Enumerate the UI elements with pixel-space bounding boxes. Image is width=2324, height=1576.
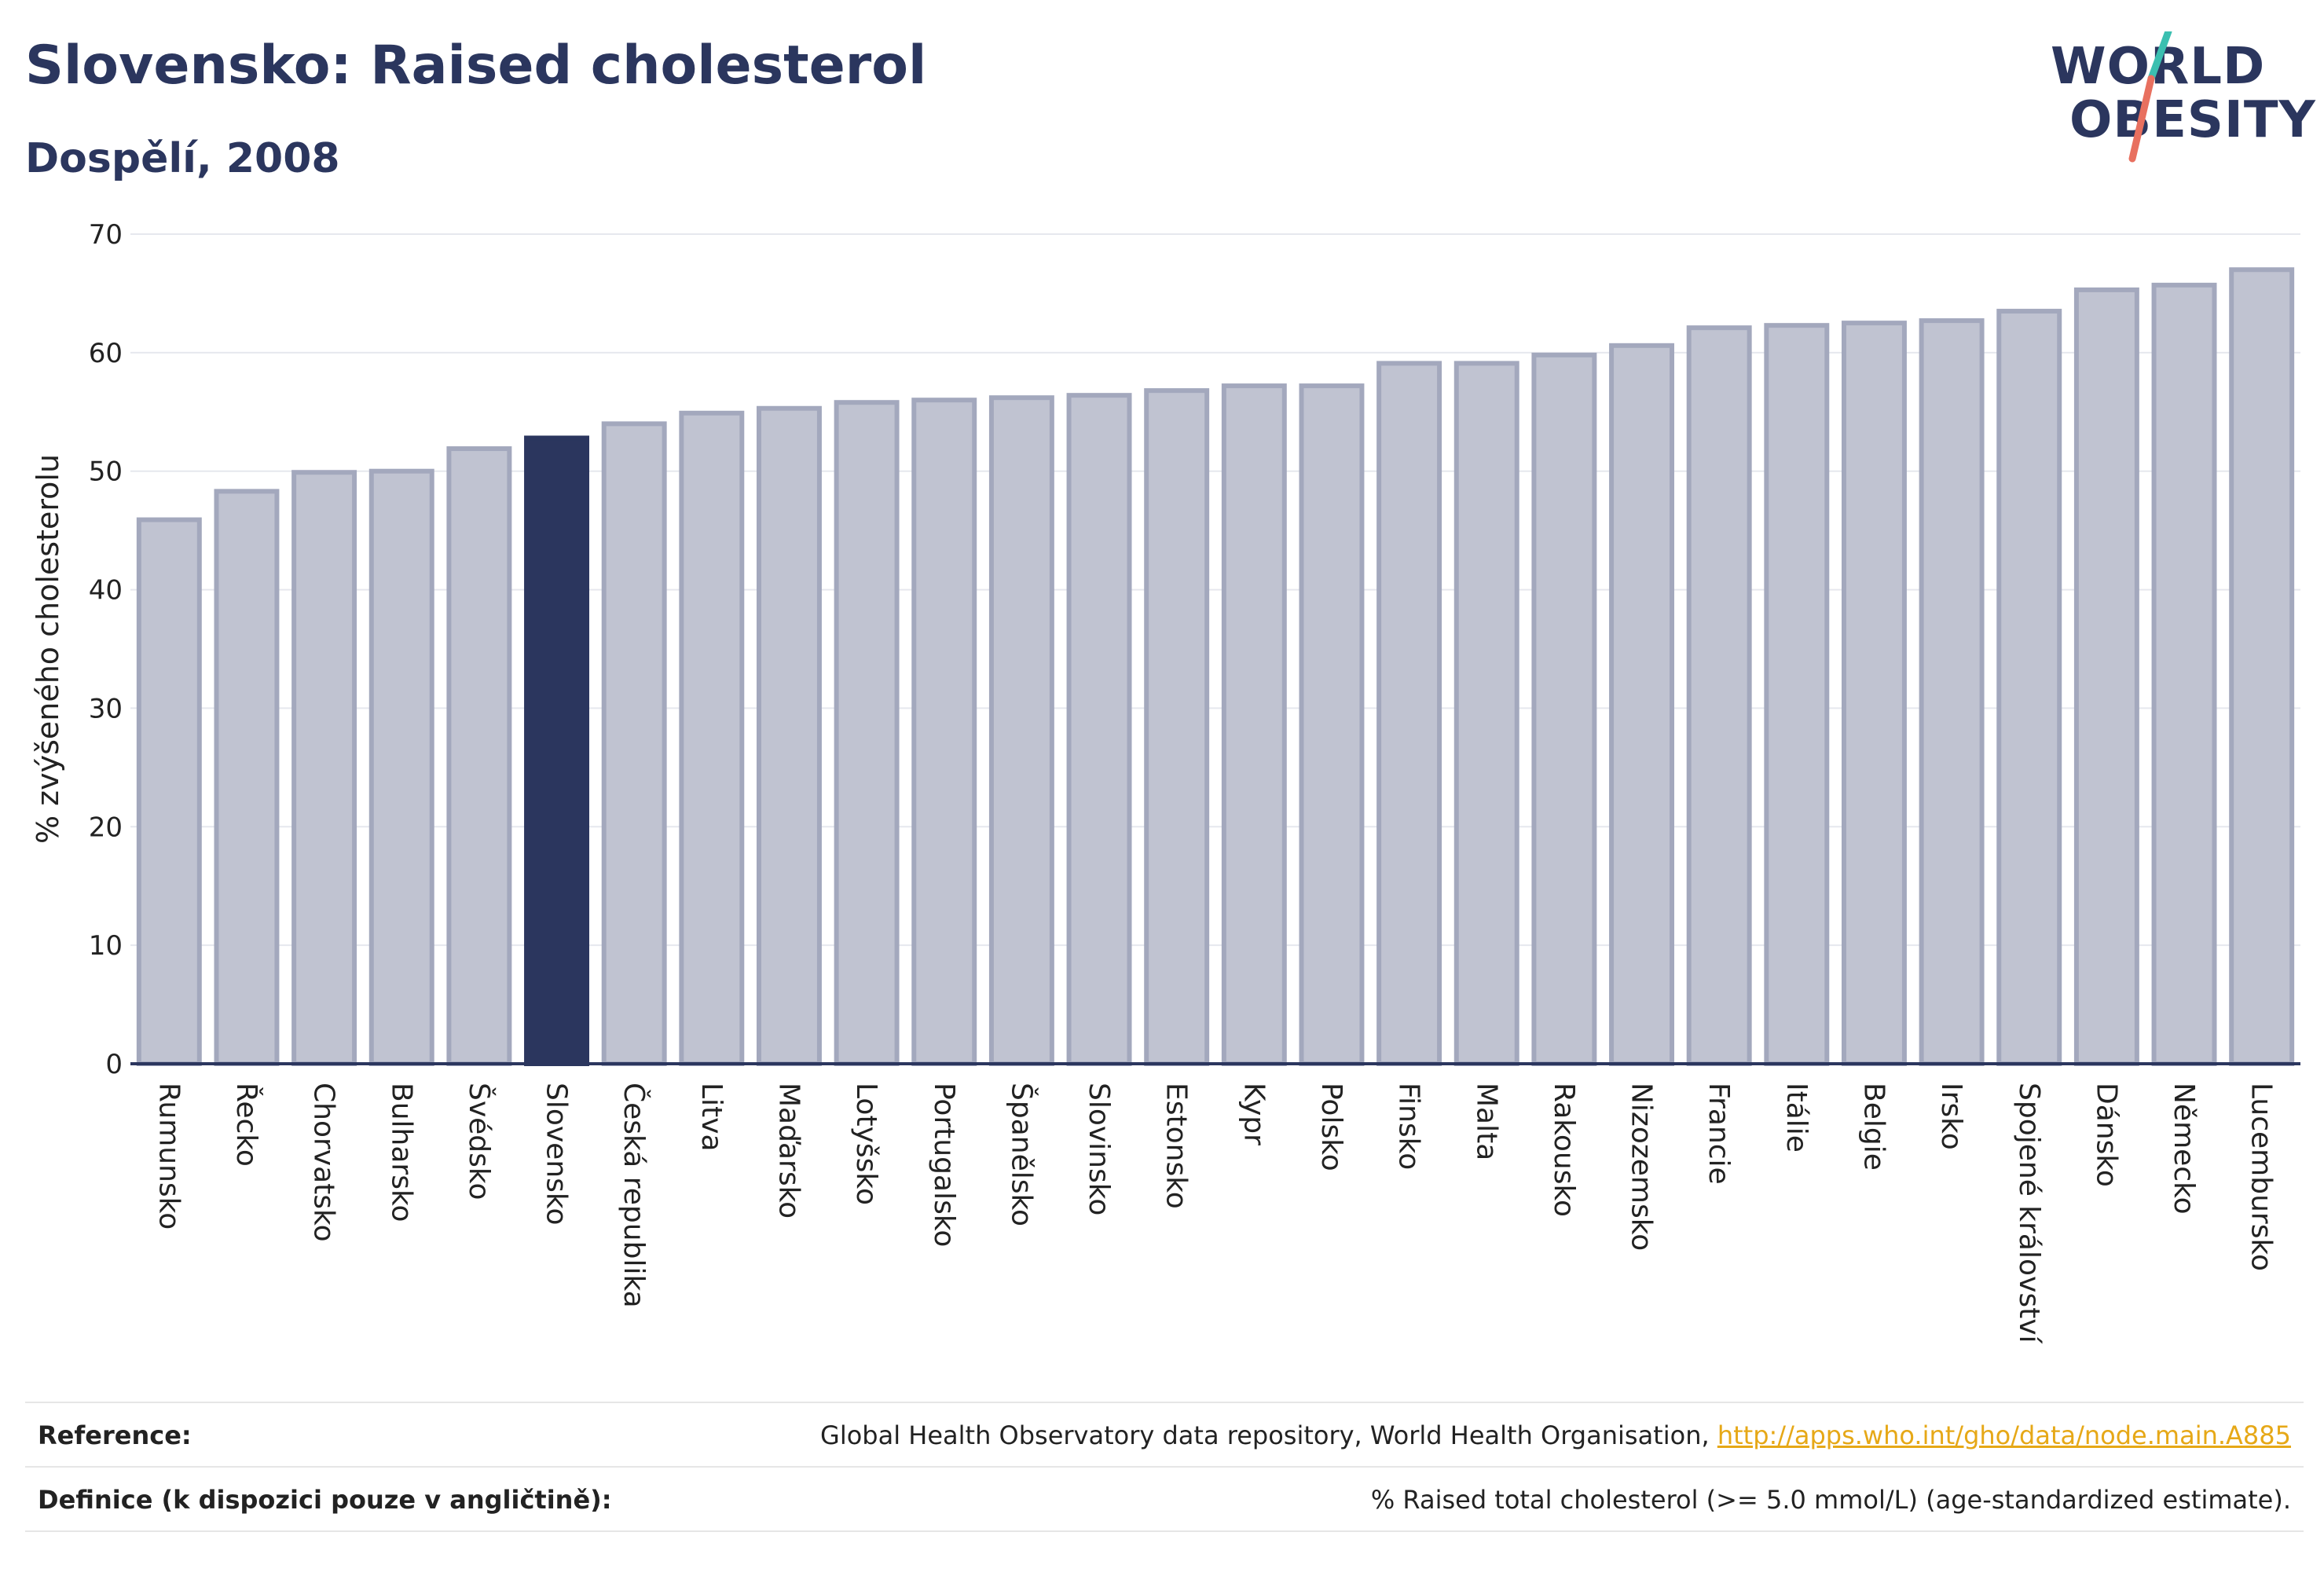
- x-tick-label: Spojené království: [2013, 1083, 2045, 1344]
- definition-row: Definice (k dispozici pouze v angličtině…: [25, 1466, 2304, 1532]
- bar-kypr: [1221, 383, 1287, 1066]
- x-tick-label: Belgie: [1857, 1083, 1890, 1171]
- bar-slovinsko: [1066, 393, 1132, 1066]
- bar-irsko: [1919, 318, 1985, 1066]
- x-tick-label: Chorvatsko: [308, 1083, 340, 1242]
- y-tick-label: 50: [89, 456, 123, 488]
- y-tick-label: 40: [89, 575, 123, 607]
- bar-řecko: [214, 489, 280, 1066]
- x-tick-label: Dánsko: [2090, 1083, 2122, 1187]
- x-tick-label: Německo: [2168, 1083, 2200, 1215]
- y-tick-label: 60: [89, 338, 123, 369]
- bar-maďarsko: [756, 405, 822, 1066]
- bar-španělsko: [988, 395, 1054, 1066]
- bar-dánsko: [2073, 287, 2139, 1067]
- x-tick-label: Lucembursko: [2245, 1083, 2278, 1271]
- bar-lucembursko: [2229, 267, 2295, 1066]
- bar-rakousko: [1531, 352, 1597, 1067]
- bar-nizozemsko: [1609, 343, 1675, 1066]
- x-tick-label: Maďarsko: [772, 1083, 805, 1219]
- x-tick-label: Rumunsko: [152, 1083, 185, 1230]
- x-tick-label: Estonsko: [1160, 1083, 1193, 1209]
- reference-label: Reference:: [38, 1420, 192, 1450]
- logo-line-2: OBESITY: [2069, 91, 2316, 149]
- bar-estonsko: [1144, 388, 1210, 1067]
- bar-belgie: [1841, 321, 1907, 1066]
- bar-švédsko: [446, 446, 512, 1066]
- definition-label: Definice (k dispozici pouze v angličtině…: [38, 1485, 612, 1515]
- reference-row: Reference: Global Health Observatory dat…: [25, 1402, 2304, 1466]
- x-tick-label: Itálie: [1780, 1083, 1813, 1153]
- bar-chart: 0 10 20 30 40 50 60 70 Rumunsko Řecko Chorvatsko B…: [31, 219, 2300, 1344]
- reference-text: Global Health Observatory data repositor…: [820, 1420, 1717, 1450]
- x-tick-label: Nizozemsko: [1626, 1083, 1658, 1251]
- x-tick-label: Malta: [1470, 1083, 1502, 1160]
- x-tick-label: Bulharsko: [385, 1083, 417, 1222]
- x-tick-label: Španělsko: [1005, 1083, 1038, 1226]
- bar-litva: [679, 410, 745, 1066]
- y-tick-labels: 0 10 20 30 40 50 60 70: [89, 219, 123, 1080]
- bar-německo: [2151, 282, 2217, 1066]
- y-tick-label: 70: [89, 219, 123, 251]
- x-tick-label: Portugalsko: [928, 1083, 960, 1247]
- bar-lotyšsko: [834, 400, 900, 1066]
- y-tick-label: 0: [105, 1049, 123, 1080]
- x-tick-label: Česká republika: [618, 1083, 651, 1308]
- chart-title: Slovensko: Raised cholesterol: [25, 35, 927, 97]
- x-tick-label: Finsko: [1393, 1083, 1425, 1170]
- y-tick-label: 20: [89, 812, 123, 843]
- x-tick-label: Litva: [695, 1083, 728, 1152]
- bar-francie: [1686, 325, 1752, 1067]
- y-axis-label: % zvýšeného cholesterolu: [31, 454, 65, 844]
- definition-value: % Raised total cholesterol (>= 5.0 mmol/…: [1370, 1485, 2291, 1515]
- chart-subtitle: Dospělí, 2008: [25, 135, 340, 182]
- reference-value: Global Health Observatory data repositor…: [820, 1420, 2291, 1450]
- bar-spojené-království: [1996, 309, 2062, 1066]
- y-tick-label: 30: [89, 693, 123, 724]
- bar-rumunsko: [136, 517, 202, 1066]
- bar-chorvatsko: [291, 470, 357, 1066]
- bar-polsko: [1299, 383, 1365, 1066]
- bar-slovensko: [524, 435, 590, 1066]
- x-tick-label: Lotyšsko: [850, 1083, 882, 1205]
- world-obesity-logo: WORLD OBESITY: [2051, 31, 2315, 173]
- bar-česká-republika: [601, 421, 667, 1066]
- x-tick-label: Slovinsko: [1083, 1083, 1115, 1215]
- x-tick-labels: Rumunsko Řecko Chorvatsko Bulharsko Švédsko S…: [152, 1083, 2277, 1344]
- bar-malta: [1453, 361, 1519, 1067]
- bar-finsko: [1376, 361, 1442, 1067]
- y-tick-label: 10: [89, 930, 123, 962]
- x-tick-label: Rakousko: [1548, 1083, 1580, 1217]
- logo-slash-icon: [2128, 31, 2172, 163]
- x-tick-label: Řecko: [230, 1083, 263, 1167]
- x-tick-label: Slovensko: [541, 1083, 573, 1226]
- bar-bulharsko: [368, 468, 434, 1066]
- bar-portugalsko: [911, 398, 977, 1066]
- x-tick-label: Kypr: [1237, 1083, 1270, 1145]
- x-tick-label: Irsko: [1935, 1083, 1967, 1150]
- x-tick-label: Francie: [1703, 1083, 1735, 1185]
- x-tick-label: Polsko: [1315, 1083, 1347, 1171]
- reference-link[interactable]: http://apps.who.int/gho/data/node.main.A…: [1717, 1420, 2291, 1450]
- x-tick-label: Švédsko: [463, 1083, 496, 1200]
- bar-itálie: [1764, 323, 1830, 1067]
